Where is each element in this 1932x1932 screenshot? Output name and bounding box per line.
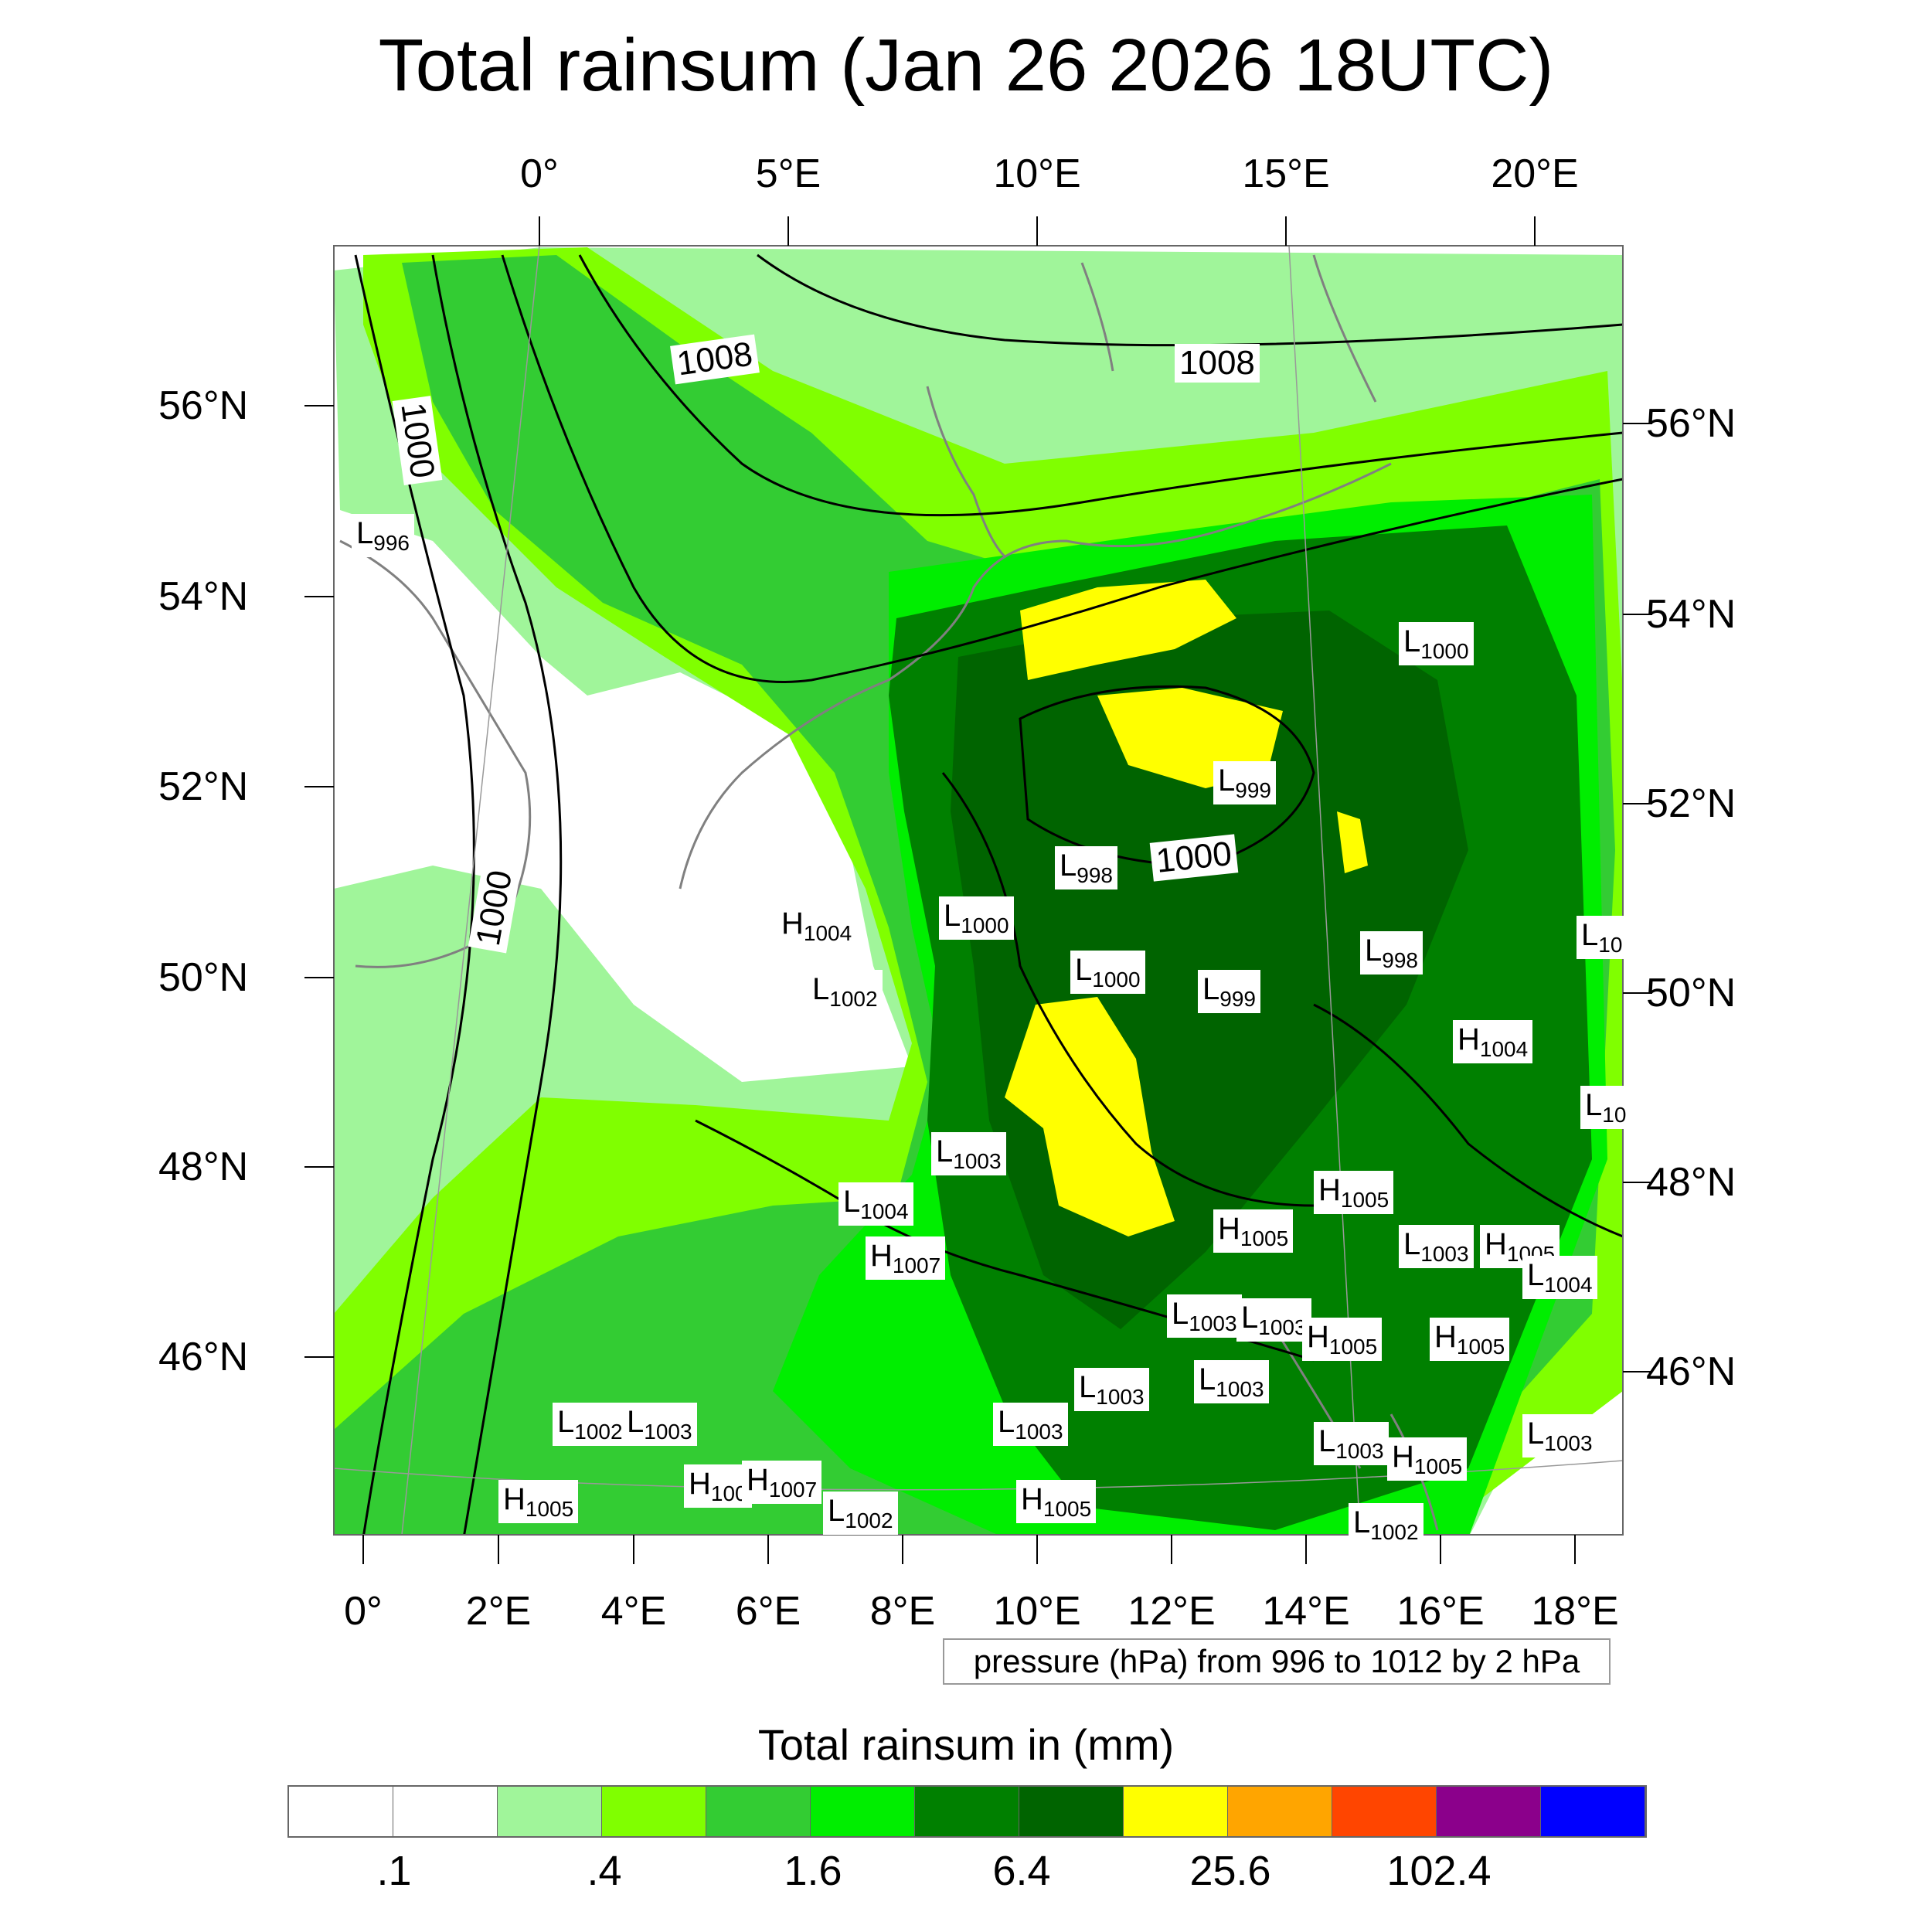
bottom-axis-label: 2°E: [465, 1589, 532, 1634]
pressure-center-label: L10: [1577, 916, 1628, 960]
top-axis-label: 10°E: [993, 151, 1081, 196]
pressure-center-label: L1003: [1194, 1360, 1269, 1404]
bottom-axis-label: 18°E: [1531, 1589, 1619, 1634]
colorbar-swatch: [1437, 1787, 1541, 1836]
pressure-center-label: H1004: [1453, 1020, 1533, 1064]
bottom-axis-label: 14°E: [1262, 1589, 1350, 1634]
pressure-center-label: L999: [1198, 970, 1260, 1014]
pressure-center-label: H1005: [1016, 1480, 1097, 1524]
pressure-center-label: L1003: [993, 1403, 1068, 1447]
pressure-center-label: L999: [1213, 761, 1276, 805]
pressure-center-label: L998: [1360, 931, 1423, 975]
pressure-center-label: H1005: [498, 1480, 579, 1524]
isobar-label: 1008: [1175, 344, 1260, 383]
pressure-center-label: L1000: [1070, 951, 1145, 995]
colorbar-swatch: [1332, 1787, 1437, 1836]
colorbar-swatch: [1228, 1787, 1332, 1836]
right-axis-label: 52°N: [1646, 781, 1736, 826]
top-axis-label: 20°E: [1491, 151, 1579, 196]
right-axis-label: 50°N: [1646, 971, 1736, 1015]
left-axis-label: 54°N: [158, 574, 249, 619]
pressure-center-label: L1000: [939, 896, 1014, 940]
colorbar-tick-label: 1.6: [784, 1848, 842, 1894]
rain-field-yellow-east: [1337, 811, 1368, 873]
colorbar-tick-label: 25.6: [1189, 1848, 1271, 1894]
top-axis-label: 5°E: [755, 151, 821, 196]
pressure-center-label: H1007: [866, 1236, 946, 1281]
pressure-center-label: H1005: [1314, 1171, 1394, 1215]
colorbar-swatch: [811, 1787, 915, 1836]
colorbar-swatch: [393, 1787, 498, 1836]
bottom-axis-label: 16°E: [1396, 1589, 1485, 1634]
pressure-center-label: L1003: [1522, 1414, 1597, 1458]
left-axis-label: 52°N: [158, 764, 249, 809]
pressure-center-label: L1003: [1074, 1368, 1149, 1412]
colorbar-title: Total rainsum in (mm): [757, 1720, 1175, 1769]
pressure-center-label: H1004: [777, 904, 857, 948]
pressure-center-label: H1007: [742, 1461, 822, 1505]
right-axis-label: 48°N: [1646, 1160, 1736, 1205]
contour-info-box: pressure (hPa) from 996 to 1012 by 2 hPa: [943, 1638, 1611, 1685]
left-axis-label: 56°N: [158, 383, 249, 428]
colorbar-swatch: [1019, 1787, 1124, 1836]
colorbar-swatch: [1541, 1787, 1645, 1836]
pressure-center-label: L10: [1580, 1086, 1631, 1130]
colorbar-swatch: [498, 1787, 602, 1836]
bottom-axis-label: 4°E: [600, 1589, 667, 1634]
bottom-axis-label: 8°E: [869, 1589, 936, 1634]
colorbar: [287, 1785, 1647, 1838]
pressure-center-label: H1005: [1302, 1318, 1383, 1362]
left-axis-label: 48°N: [158, 1145, 249, 1189]
right-axis-label: 56°N: [1646, 401, 1736, 446]
pressure-center-label: L1003: [622, 1403, 697, 1447]
colorbar-tick-label: 102.4: [1386, 1848, 1492, 1894]
right-axis-label: 46°N: [1646, 1349, 1736, 1394]
bottom-axis-label: 10°E: [993, 1589, 1081, 1634]
pressure-center-label: L1004: [1522, 1256, 1597, 1300]
pressure-center-label: H1005: [1213, 1209, 1294, 1253]
colorbar-swatch: [602, 1787, 706, 1836]
rain-field-yellow-north: [1020, 580, 1236, 680]
top-axis-label: 0°: [520, 151, 559, 196]
bottom-axis-label: 6°E: [735, 1589, 801, 1634]
colorbar-swatch: [915, 1787, 1019, 1836]
colorbar-swatch: [1124, 1787, 1228, 1836]
pressure-center-label: L1003: [1236, 1298, 1311, 1342]
left-axis-label: 50°N: [158, 955, 249, 1000]
colorbar-tick-label: .4: [587, 1848, 622, 1894]
pressure-center-label: H1005: [1387, 1437, 1468, 1481]
rain-field-yellow-south: [1005, 997, 1175, 1236]
bottom-axis-label: 0°: [344, 1589, 383, 1634]
colorbar-swatch: [289, 1787, 393, 1836]
top-axis-label: 15°E: [1242, 151, 1330, 196]
map-title: Total rainsum (Jan 26 2026 18UTC): [378, 24, 1554, 107]
pressure-center-label: L1002: [553, 1403, 628, 1447]
pressure-center-label: H100: [684, 1464, 752, 1509]
pressure-center-label: L1003: [1399, 1225, 1474, 1269]
axis-ticks: [304, 216, 1652, 1564]
pressure-center-label: L1000: [1399, 622, 1474, 666]
pressure-center-label: L1002: [1349, 1503, 1423, 1547]
pressure-center-label: L1004: [838, 1182, 913, 1226]
pressure-center-label: L1003: [931, 1132, 1006, 1176]
plot-frame: [333, 245, 1624, 1536]
pressure-center-label: H1005: [1430, 1318, 1510, 1362]
colorbar-tick-label: .1: [376, 1848, 412, 1894]
pressure-center-label: L998: [1055, 846, 1117, 890]
left-axis-label: 46°N: [158, 1335, 249, 1379]
bottom-axis-label: 12°E: [1128, 1589, 1216, 1634]
right-axis-label: 54°N: [1646, 592, 1736, 637]
pressure-center-label: L1003: [1314, 1422, 1389, 1466]
colorbar-tick-label: 6.4: [992, 1848, 1051, 1894]
pressure-center-label: L996: [352, 514, 414, 558]
pressure-center-label: L1002: [808, 970, 883, 1014]
coastline: [339, 254, 1439, 1531]
isobars: [354, 253, 1623, 1535]
pressure-center-label: L1002: [823, 1492, 898, 1536]
pressure-center-label: L1003: [1167, 1294, 1242, 1338]
colorbar-swatch: [706, 1787, 811, 1836]
